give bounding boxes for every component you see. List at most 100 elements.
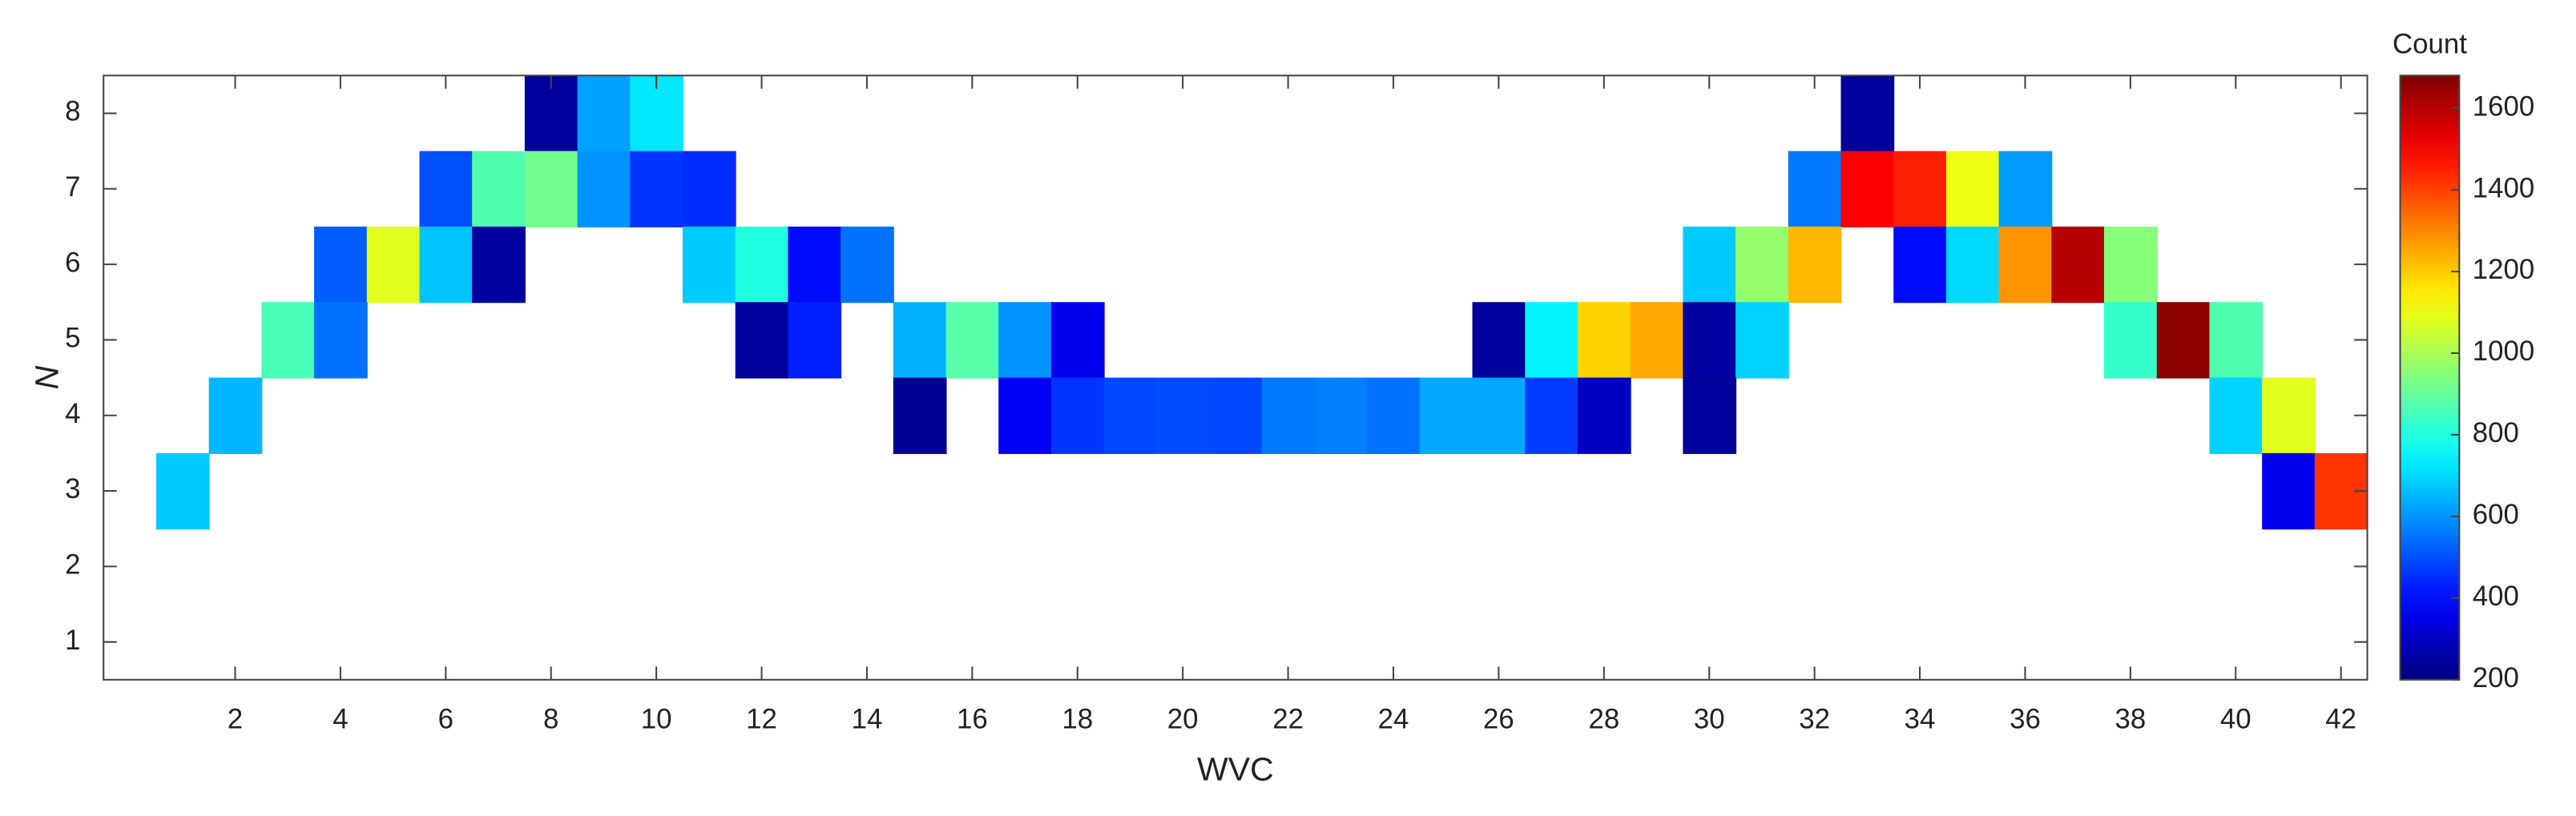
heatmap-cell	[630, 151, 684, 227]
heatmap-cell	[1261, 377, 1316, 454]
heatmap-cell	[2156, 302, 2211, 379]
plot-frame	[103, 74, 2368, 681]
x-tick-label: 22	[1272, 703, 1304, 734]
y-tick-label: 4	[65, 398, 80, 429]
heatmap-cell	[1156, 377, 1211, 454]
heatmap-cell	[682, 151, 736, 227]
heatmap-cell	[1893, 151, 1947, 227]
x-tick-label: 12	[746, 703, 777, 734]
heatmap-cell	[208, 377, 263, 454]
colorbar-tick-label: 600	[2473, 499, 2519, 530]
x-tick-label: 32	[1799, 703, 1830, 734]
heatmap-cell	[155, 452, 210, 530]
heatmap-cell	[1630, 302, 1684, 379]
x-tick-label: 2	[228, 703, 243, 734]
colorbar-tick-label: 1400	[2473, 172, 2535, 203]
heatmap-cell	[1735, 302, 1789, 379]
heatmap-cell	[419, 151, 474, 227]
heatmap-cell	[1209, 377, 1263, 454]
heatmap-cell	[1788, 151, 1842, 227]
x-tick-label: 8	[543, 703, 558, 734]
heatmap-cell	[1314, 377, 1369, 454]
x-tick-label: 28	[1588, 703, 1619, 734]
heatmap-cell	[524, 151, 578, 227]
heatmap-cell	[1050, 302, 1105, 379]
heatmap-cell	[1945, 151, 2000, 227]
x-tick-label: 30	[1694, 703, 1725, 734]
heatmap-cell	[682, 226, 736, 303]
heatmap-cell	[1683, 226, 1737, 303]
heatmap-cell	[1840, 151, 1895, 227]
heatmap-cell	[314, 226, 368, 303]
y-tick-label: 1	[65, 625, 80, 656]
heatmap-cell	[1683, 377, 1737, 454]
x-tick-label: 18	[1062, 703, 1093, 734]
colorbar-tick-label: 1000	[2473, 336, 2535, 367]
colorbar-tick-label: 200	[2473, 662, 2519, 693]
heatmap-cell	[2262, 452, 2316, 530]
heatmap-cell	[2051, 226, 2106, 303]
heatmap-cell	[1472, 302, 1526, 379]
colorbar	[2399, 74, 2461, 681]
colorbar-tick-label: 800	[2473, 417, 2519, 448]
y-tick-label: 7	[65, 171, 80, 203]
heatmap-cell	[2104, 226, 2158, 303]
x-tick-label: 16	[957, 703, 988, 734]
x-tick-label: 24	[1378, 703, 1409, 734]
heatmap-cell	[788, 302, 842, 379]
y-axis-label: N	[28, 365, 65, 389]
heatmap-cell	[2209, 377, 2264, 454]
heatmap-cell	[1472, 377, 1526, 454]
y-tick-label: 2	[65, 549, 80, 581]
heatmap-cell	[472, 226, 526, 303]
colorbar-tick-label: 1200	[2473, 254, 2535, 285]
heatmap-cell	[1103, 377, 1158, 454]
x-tick-label: 4	[333, 703, 348, 734]
y-tick-label: 6	[65, 247, 80, 278]
heatmap-cell	[893, 302, 947, 379]
heatmap-cell	[2262, 377, 2316, 454]
heatmap-cell	[1683, 302, 1737, 379]
heatmap-cell	[1998, 151, 2053, 227]
y-tick-label: 3	[65, 473, 80, 504]
heatmap-cell	[1893, 226, 1947, 303]
heatmap-cell	[314, 302, 368, 379]
heatmap-cell	[472, 151, 526, 227]
heatmap-cell	[366, 226, 421, 303]
heatmap-cell	[998, 377, 1052, 454]
heatmap-cell	[893, 377, 947, 454]
y-tick-label: 5	[65, 323, 80, 354]
heatmap-cell	[1525, 377, 1578, 454]
colorbar-title: Count	[2393, 29, 2467, 60]
x-axis-label: WVC	[1197, 750, 1274, 787]
heatmap-cell	[735, 302, 789, 379]
heatmap-cell	[1788, 226, 1842, 303]
heatmap-cell	[735, 226, 789, 303]
x-tick-label: 36	[2010, 703, 2041, 734]
y-tick-label: 8	[65, 96, 80, 127]
x-tick-label: 40	[2220, 703, 2251, 734]
x-tick-label: 34	[1905, 703, 1936, 734]
heatmap-cell	[261, 302, 316, 379]
heatmap-cell	[998, 302, 1052, 379]
heatmap-cell	[1050, 377, 1105, 454]
heatmap-cell	[1945, 226, 2000, 303]
heatmap-cell	[1367, 377, 1421, 454]
heatmap-cell	[1998, 226, 2053, 303]
colorbar-tick-label: 400	[2473, 581, 2519, 612]
colorbar-tick-label: 1600	[2473, 90, 2535, 122]
heatmap-cell	[1525, 302, 1578, 379]
heatmap-cell	[788, 226, 842, 303]
heatmap-cell	[1577, 377, 1631, 454]
heatmap-cell	[1840, 75, 1895, 152]
x-tick-label: 26	[1483, 703, 1514, 734]
heatmap-cell	[1577, 302, 1631, 379]
x-tick-label: 20	[1167, 703, 1199, 734]
heatmap-cell	[1735, 226, 1789, 303]
heatmap-cell	[945, 302, 1000, 379]
x-tick-label: 10	[641, 703, 672, 734]
heatmap-cell	[577, 75, 631, 152]
heatmap-cell	[2209, 302, 2264, 379]
x-tick-label: 42	[2325, 703, 2356, 734]
